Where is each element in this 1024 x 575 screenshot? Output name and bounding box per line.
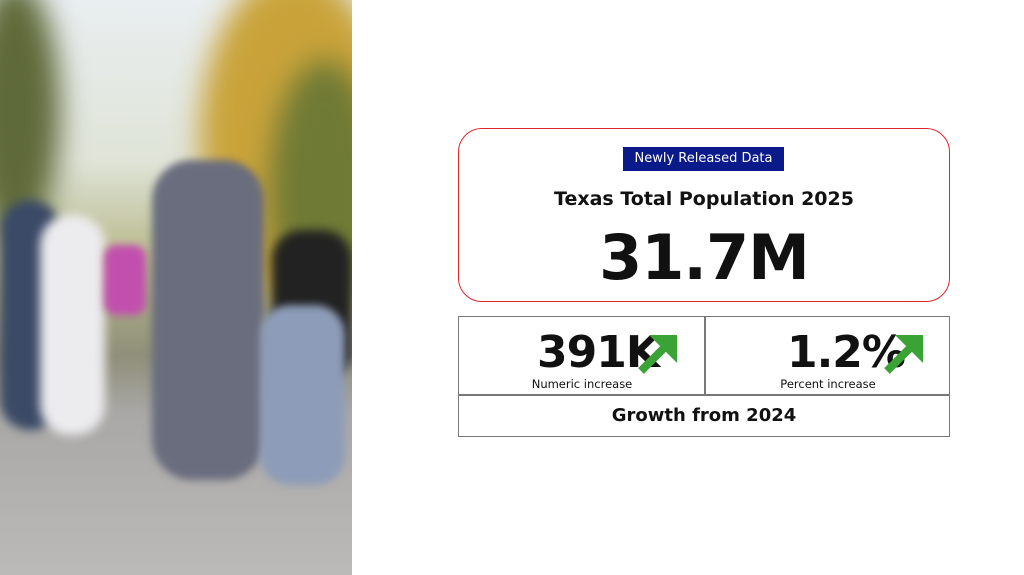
footer: Growth from 2024 [611, 405, 797, 426]
stat: 391K Numeric increase [459, 317, 705, 395]
up-arrow [884, 335, 923, 374]
stat: 1.2% Percent increase [705, 317, 951, 395]
photo [0, 0, 352, 575]
divider [704, 317, 706, 395]
person [152, 160, 264, 480]
headline-card [458, 128, 950, 302]
divider [459, 394, 949, 396]
stat-label: Numeric increase [531, 377, 633, 391]
child [260, 305, 345, 485]
headline-value: 31.7M [599, 221, 810, 294]
stat-value: 391K [537, 327, 660, 378]
up-arrow [638, 335, 677, 374]
headline-title: Texas Total Population 2025 [554, 188, 854, 210]
stat-value: 1.2% [786, 327, 906, 378]
stats-box: 391K Numeric increase 1.2% Percent incre… [458, 316, 950, 437]
stat-label: Percent increase [780, 377, 876, 391]
person [40, 215, 105, 435]
backpack [104, 245, 146, 315]
badge: Newly Released Data [623, 147, 784, 171]
